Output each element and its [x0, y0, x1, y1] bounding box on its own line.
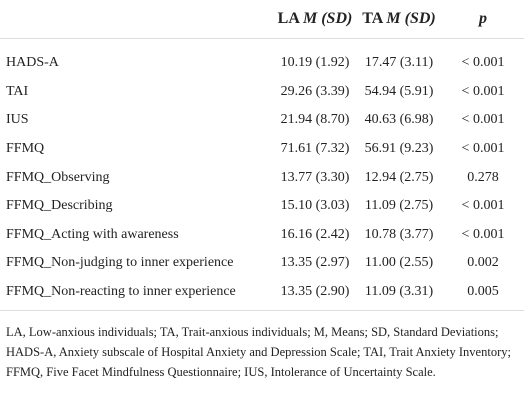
- row-label: FFMQ_Observing: [6, 169, 110, 185]
- cell: 13.77 (3.30): [280, 169, 350, 185]
- table-row: TAI 29.26 (3.39) 54.94 (5.91) < 0.001: [0, 78, 524, 107]
- cell: < 0.001: [461, 112, 505, 128]
- row-label: FFMQ_Describing: [6, 198, 113, 214]
- cell: 40.63 (6.98): [364, 112, 434, 128]
- cell: 0.002: [467, 255, 499, 271]
- table-row: FFMQ_Non-reacting to inner experience 13.…: [0, 277, 524, 312]
- header-cell: p: [442, 0, 524, 39]
- cell: 12.94 (2.75): [364, 169, 434, 185]
- table-row: FFMQ_Acting with awareness 16.16 (2.42) 10…: [0, 221, 524, 250]
- table-row: FFMQ_Observing 13.77 (3.30) 12.94 (2.75) 0.…: [0, 163, 524, 192]
- data-table: LA M (SD) TA M (SD) p HADS-A 10.19 (1.92) 17…: [0, 0, 524, 312]
- cell: < 0.001: [461, 226, 505, 242]
- header-cell: LA M (SD): [274, 0, 356, 39]
- header-group: LA: [277, 10, 299, 27]
- cell: 15.10 (3.03): [280, 198, 350, 214]
- cell: 11.09 (3.31): [356, 277, 442, 312]
- cell: 17.47 (3.11): [364, 55, 434, 71]
- cell: 0.005: [442, 277, 524, 312]
- row-label: FFMQ: [6, 141, 45, 157]
- row-label: FFMQ_Non-judging to inner experience: [6, 255, 234, 271]
- header-group: TA: [362, 10, 383, 27]
- row-label: TAI: [6, 83, 29, 99]
- header-stat: M (SD): [303, 10, 353, 27]
- cell: 0.278: [467, 169, 499, 185]
- row-label: FFMQ_Non-reacting to inner experience: [0, 277, 274, 312]
- cell: < 0.001: [461, 55, 505, 71]
- cell: 16.16 (2.42): [280, 226, 350, 242]
- table-row: FFMQ 71.61 (7.32) 56.91 (9.23) < 0.001: [0, 135, 524, 164]
- cell: 13.35 (2.97): [280, 255, 350, 271]
- cell: 11.00 (2.55): [364, 255, 434, 271]
- header-cell: [0, 0, 274, 39]
- cell: 10.19 (1.92): [280, 55, 350, 71]
- cell: 29.26 (3.39): [280, 83, 350, 99]
- table-row: IUS 21.94 (8.70) 40.63 (6.98) < 0.001: [0, 106, 524, 135]
- row-label: IUS: [6, 112, 29, 128]
- table-body: HADS-A 10.19 (1.92) 17.47 (3.11) < 0.001 TAI…: [0, 39, 524, 312]
- cell: 13.35 (2.90): [274, 277, 356, 312]
- header-row: LA M (SD) TA M (SD) p: [0, 0, 524, 39]
- cell: 10.78 (3.77): [364, 226, 434, 242]
- cell: 54.94 (5.91): [364, 83, 434, 99]
- header-cell: TA M (SD): [356, 0, 442, 39]
- cell: < 0.001: [461, 83, 505, 99]
- cell: < 0.001: [461, 141, 505, 157]
- table-row: FFMQ_Describing 15.10 (3.03) 11.09 (2.75) <…: [0, 192, 524, 221]
- cell: 21.94 (8.70): [280, 112, 350, 128]
- table-row: FFMQ_Non-judging to inner experience 13.3…: [0, 249, 524, 278]
- row-label: HADS-A: [6, 55, 59, 71]
- cell: 71.61 (7.32): [280, 141, 350, 157]
- cell: < 0.001: [461, 198, 505, 214]
- table-row: HADS-A 10.19 (1.92) 17.47 (3.11) < 0.001: [0, 39, 524, 78]
- cell: 56.91 (9.23): [364, 141, 434, 157]
- cell: 11.09 (2.75): [364, 198, 434, 214]
- row-label: FFMQ_Acting with awareness: [6, 226, 179, 242]
- header-stat: M (SD): [386, 10, 436, 27]
- footnote: LA, Low-anxious individuals; TA, Trait-a…: [6, 325, 511, 379]
- header-stat: p: [479, 10, 487, 27]
